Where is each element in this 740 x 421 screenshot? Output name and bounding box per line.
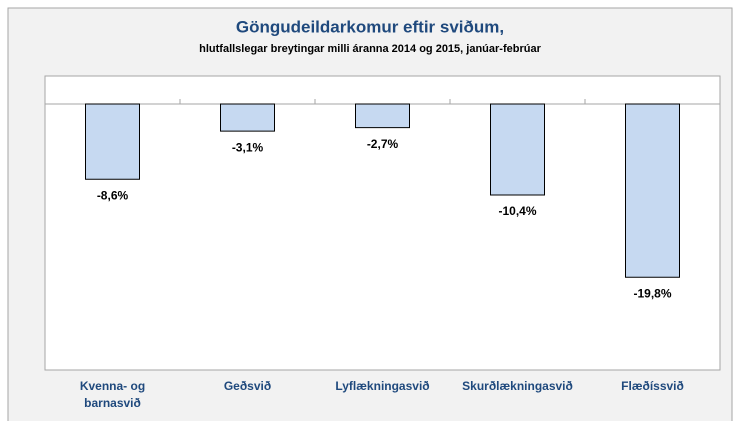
- data-label: -8,6%: [97, 188, 129, 202]
- x-tick-label: Flæðíssvið: [621, 379, 684, 393]
- bar: [490, 103, 545, 196]
- bar: [85, 103, 140, 180]
- chart-title: Göngudeildarkomur eftir sviðum,: [236, 17, 504, 36]
- bar: [625, 103, 680, 278]
- bar: [220, 103, 275, 132]
- data-label: -19,8%: [633, 286, 671, 300]
- x-tick-label: Skurðlækningasvið: [462, 379, 573, 393]
- x-tick-label: Kvenna- og barnasvið: [79, 379, 146, 410]
- chart-subtitle: hlutfallslegar breytingar milli áranna 2…: [199, 43, 541, 55]
- bar: [355, 103, 410, 129]
- x-tick-label: Lyflækningasvið: [335, 379, 430, 393]
- data-label: -3,1%: [232, 140, 264, 154]
- data-label: -2,7%: [367, 137, 399, 151]
- data-label: -10,4%: [498, 204, 536, 218]
- x-tick-label: Geðsvið: [223, 379, 272, 393]
